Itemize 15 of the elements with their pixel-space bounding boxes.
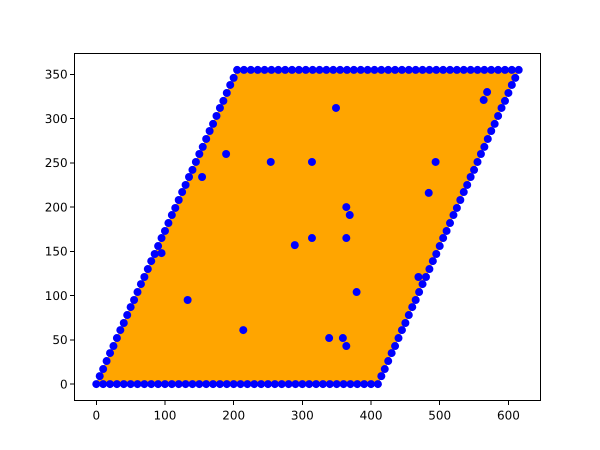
y-tick-label: 250 (44, 156, 68, 170)
x-tick-label: 100 (154, 408, 176, 422)
x-tick-label: 600 (496, 408, 520, 422)
y-tick-label: 0 (60, 377, 68, 392)
x-tick-label: 400 (360, 408, 382, 422)
x-tick-label: 500 (428, 408, 452, 422)
x-tick-label: 300 (290, 408, 314, 422)
y-tick-label: 300 (44, 112, 68, 126)
x-tick-label: 0 (92, 408, 100, 422)
y-tick-label: 350 (44, 68, 68, 82)
y-tick-label: 200 (44, 200, 68, 214)
y-tick-label: 100 (44, 288, 68, 303)
y-tick-label: 150 (44, 244, 68, 259)
x-tick-label: 200 (222, 408, 246, 422)
y-tick-label: 50 (52, 333, 68, 348)
